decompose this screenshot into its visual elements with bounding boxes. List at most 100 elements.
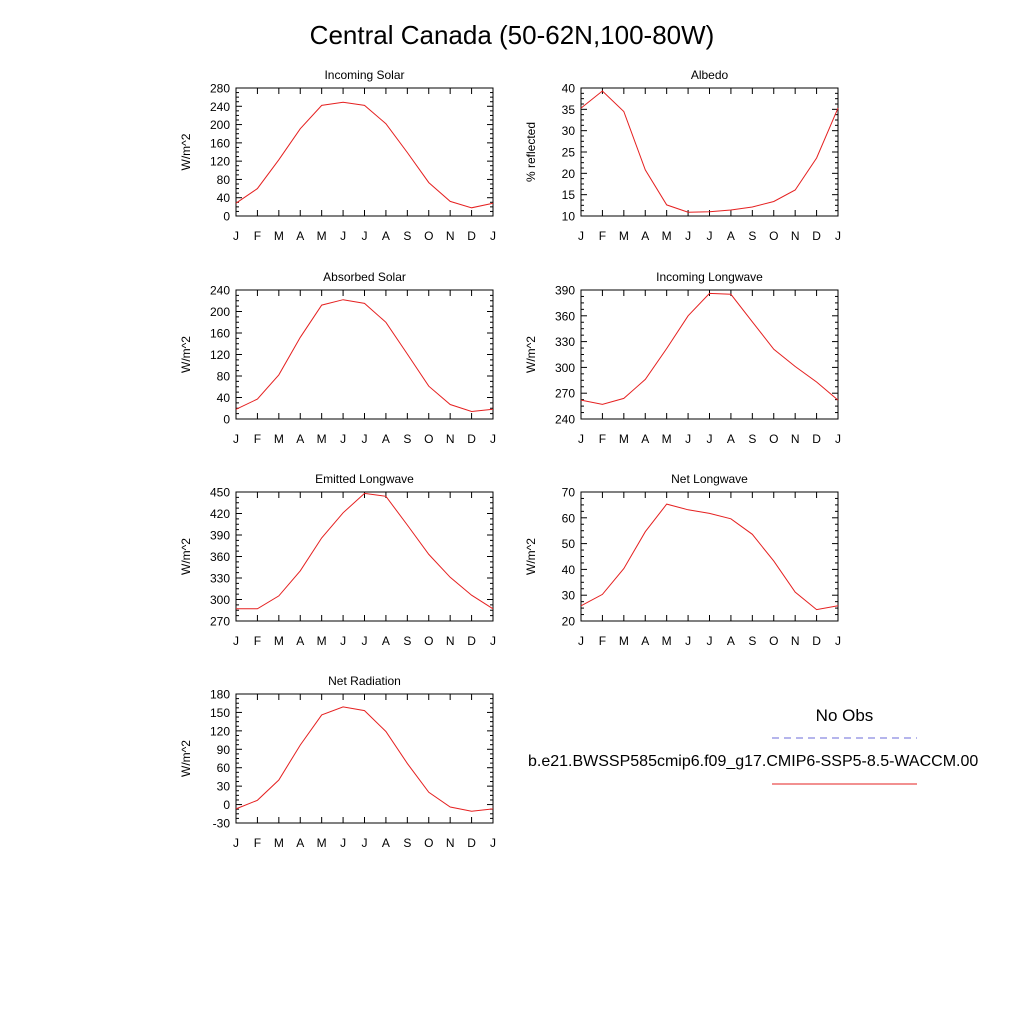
x-tick-label: J [233, 836, 239, 850]
y-tick-label: 40 [217, 391, 231, 405]
x-tick-label: A [727, 634, 735, 648]
y-tick-label: 270 [210, 615, 230, 629]
panel-emitted-longwave: Emitted Longwave W/m^2 270 300 330 360 390 420 4… [179, 472, 496, 648]
x-tick-label: S [748, 229, 756, 243]
y-tick-label: 270 [555, 387, 575, 401]
x-tick-label: O [424, 836, 433, 850]
x-tick-label: S [403, 634, 411, 648]
y-axis-label: W/m^2 [524, 336, 538, 373]
x-tick-label: M [317, 229, 327, 243]
y-tick-label: 200 [210, 118, 230, 132]
x-tick-label: O [769, 634, 778, 648]
y-axis-label: W/m^2 [179, 336, 193, 373]
x-tick-label: O [424, 229, 433, 243]
series-line [236, 492, 494, 610]
x-tick-label: F [599, 229, 606, 243]
x-tick-label: S [748, 634, 756, 648]
x-tick-label: M [317, 836, 327, 850]
y-tick-label: 20 [562, 615, 576, 629]
x-tick-label: J [233, 229, 239, 243]
y-axis-label: W/m^2 [179, 133, 193, 170]
x-tick-label: S [748, 432, 756, 446]
panel-incoming-solar: Incoming Solar W/m^2 0 40 80 120 160 200 240 280 J… [179, 68, 496, 243]
y-tick-label: 0 [223, 413, 230, 427]
series-line [580, 90, 839, 213]
y-tick-label: 240 [210, 284, 230, 298]
panel-title: Emitted Longwave [315, 472, 414, 486]
x-tick-label: J [340, 836, 346, 850]
y-tick-label: 80 [217, 173, 231, 187]
y-tick-label: 160 [210, 136, 230, 150]
x-tick-label: D [467, 836, 476, 850]
x-tick-label: F [254, 229, 261, 243]
y-tick-label: 360 [555, 309, 575, 323]
x-tick-label: J [362, 229, 368, 243]
x-tick-label: D [812, 229, 821, 243]
x-tick-label: A [641, 634, 649, 648]
y-tick-label: 120 [210, 348, 230, 362]
x-tick-label: F [599, 432, 606, 446]
y-tick-label: 160 [210, 327, 230, 341]
x-tick-label: J [340, 634, 346, 648]
x-tick-label: N [446, 634, 455, 648]
panel-title: Incoming Solar [324, 68, 404, 82]
y-tick-label: 280 [210, 82, 230, 96]
y-tick-label: 50 [562, 537, 576, 551]
x-tick-label: J [490, 229, 496, 243]
legend-model-label: b.e21.BWSSP585cmip6.f09_g17.CMIP6-SSP5-8… [528, 753, 979, 770]
x-tick-label: N [791, 634, 800, 648]
y-tick-label: 40 [562, 563, 576, 577]
y-tick-label: 10 [562, 210, 576, 224]
x-tick-label: J [835, 634, 841, 648]
x-tick-label: J [490, 432, 496, 446]
y-tick-label: 40 [217, 191, 231, 205]
x-tick-label: J [835, 229, 841, 243]
x-tick-label: J [578, 229, 584, 243]
x-tick-label: A [727, 432, 735, 446]
x-tick-label: M [317, 634, 327, 648]
x-tick-label: N [791, 432, 800, 446]
x-tick-label: J [707, 229, 713, 243]
x-tick-label: M [662, 432, 672, 446]
panel-title: Albedo [691, 68, 729, 82]
y-tick-label: 300 [555, 361, 575, 375]
plot-frame [235, 693, 494, 824]
x-tick-label: M [619, 229, 629, 243]
series-line [235, 299, 494, 413]
x-tick-label: A [296, 836, 304, 850]
x-tick-label: M [274, 432, 284, 446]
x-tick-label: A [382, 836, 390, 850]
y-tick-label: 25 [562, 146, 576, 160]
x-tick-label: J [362, 634, 368, 648]
x-tick-label: J [233, 634, 239, 648]
y-tick-label: 80 [217, 370, 231, 384]
series-line [580, 503, 839, 611]
x-tick-label: A [382, 432, 390, 446]
y-tick-label: 150 [210, 706, 230, 720]
y-tick-label: 60 [217, 761, 231, 775]
x-tick-label: M [662, 229, 672, 243]
x-tick-label: A [296, 432, 304, 446]
panel-title: Net Longwave [671, 472, 748, 486]
x-tick-label: O [769, 229, 778, 243]
y-tick-label: 200 [210, 305, 230, 319]
y-tick-label: 360 [210, 550, 230, 564]
x-tick-label: M [274, 634, 284, 648]
y-tick-label: 15 [562, 188, 576, 202]
x-tick-label: F [254, 432, 261, 446]
plot-frame [235, 491, 494, 622]
panel-title: Net Radiation [328, 674, 401, 688]
plot-frame [580, 491, 839, 622]
x-tick-label: D [812, 432, 821, 446]
y-tick-label: -30 [213, 817, 231, 831]
y-tick-label: 240 [210, 100, 230, 114]
y-tick-label: 450 [210, 486, 230, 500]
x-tick-label: J [707, 432, 713, 446]
x-tick-label: A [641, 432, 649, 446]
x-tick-label: A [296, 634, 304, 648]
y-tick-label: 0 [223, 210, 230, 224]
x-tick-label: A [382, 634, 390, 648]
x-tick-label: F [254, 634, 261, 648]
